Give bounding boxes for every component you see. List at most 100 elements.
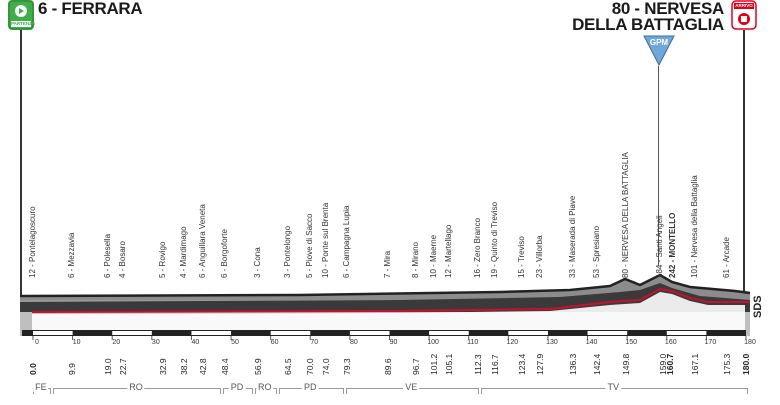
km-label: 19.0 (103, 358, 114, 375)
scale-tick-label: 150 (625, 339, 637, 346)
province-label: RO (255, 382, 274, 392)
province-label: VE (403, 382, 420, 392)
waypoint-label: 23 - Villorba (534, 235, 544, 278)
scale-tick-label: 80 (349, 339, 358, 346)
km-label: 64.5 (283, 358, 294, 375)
gpm-line (658, 66, 659, 266)
km-label: 42.8 (197, 358, 208, 375)
km-scale-segments (33, 331, 707, 335)
km-label: 123.4 (516, 353, 527, 375)
km-label: 105.1 (444, 353, 455, 375)
gpm-triangle-icon (643, 35, 675, 67)
km-label: 0.0 (28, 363, 38, 375)
scale-tick-label: 170 (704, 339, 717, 346)
profile-dark-band (20, 283, 750, 312)
waypoint-label: 6 - Anguillara Veneta (197, 204, 207, 278)
province-label: TV (605, 382, 622, 392)
sds-label: SDS (752, 295, 764, 318)
scale-segment (508, 331, 548, 335)
km-label: 38.2 (179, 358, 190, 375)
waypoint-label: 5 - Piove di Sacco (305, 213, 315, 278)
km-label: 48.4 (219, 358, 230, 375)
waypoint-label: 33 - Maserada di Piave (567, 195, 577, 278)
road-line (31, 287, 750, 313)
gpm-label: GPM (649, 38, 669, 47)
waypoint-label: 10 - Maerne (428, 234, 438, 278)
scale-tick-label: 140 (585, 339, 598, 346)
scale-segment (429, 331, 469, 335)
profile-ridge (19, 273, 751, 298)
km-label: 116.7 (490, 354, 501, 375)
km-label: 22.7 (117, 358, 128, 375)
start-badge: PARTENZA (8, 0, 36, 30)
gpm-marker: GPM (643, 35, 675, 67)
scale-tick-label: 50 (231, 339, 239, 346)
finish-badge: ARRIVO (731, 0, 757, 30)
waypoint-label: 61 - Arcade (722, 237, 732, 278)
waypoint-label: 16 - Zero Branco (472, 217, 482, 278)
finish-town-line2: DELLA BATTAGLIA (572, 15, 724, 34)
km-label: 89.6 (382, 358, 393, 375)
scale-segment (587, 331, 628, 335)
waypoint-label: 15 - Treviso (516, 236, 526, 278)
km-label: 180.0 (741, 353, 751, 375)
finish-icon (731, 0, 757, 30)
profile-top (20, 275, 750, 300)
km-label: 70.0 (305, 358, 316, 375)
waypoint-label: 5 - Rovigo (158, 241, 168, 278)
km-label: 79.3 (342, 358, 353, 375)
scale-tick-label: 40 (191, 339, 200, 346)
scale-tick-label: 0 (35, 339, 39, 346)
start-icon (8, 0, 34, 30)
profile-lower (32, 292, 745, 336)
km-label: 101.2 (428, 353, 439, 375)
km-label: 167.1 (689, 353, 700, 375)
waypoint-label: 242 - MONTELLO (667, 212, 677, 278)
province-label: FE (33, 382, 49, 392)
scale-tick-label: 30 (151, 339, 160, 346)
waypoint-label: 4 - Mardimago (179, 226, 189, 278)
waypoint-label: 101 - Nervesa della Battaglia (689, 175, 699, 278)
km-label: 127.9 (534, 353, 545, 375)
waypoint-label: 6 - Campagna Lupia (342, 205, 352, 279)
waypoint-label: 12 - Martellago (444, 224, 454, 278)
waypoint-label: 12 - Pontelagoscuro (28, 206, 37, 278)
waypoint-label: 10 - Ponte sul Brenta (321, 202, 331, 278)
km-label: 160.7 (664, 353, 675, 375)
waypoint-label: 6 - Mezzavia (67, 232, 77, 278)
km-label: 32.9 (158, 358, 169, 375)
scale-tick-label: 180 (744, 339, 756, 346)
scale-tick-label: 70 (310, 339, 319, 346)
scale-tick-label: 20 (112, 339, 121, 346)
km-label: 96.7 (411, 358, 422, 375)
km-label: 175.3 (722, 353, 733, 375)
start-line (20, 30, 22, 298)
waypoint-label: 80 - NERVESA DELLA BATTAGLIA (621, 152, 631, 278)
scale-tick-label: 120 (506, 339, 519, 346)
scale-segment (33, 331, 73, 335)
scale-segment (666, 331, 707, 335)
km-label: 74.0 (321, 358, 332, 375)
scale-tick-label: 160 (664, 339, 677, 346)
province-label: RO (127, 382, 145, 392)
scale-segment (191, 331, 232, 335)
start-badge-label: PARTENZA (11, 21, 36, 26)
waypoint-label: 3 - Pontelongo (283, 225, 293, 278)
waypoint-label: 184 - Santi Angeli (654, 215, 664, 278)
scale-tick-label: 130 (546, 339, 558, 346)
km-scale-ticks (32, 336, 747, 340)
scale-segment (270, 331, 311, 335)
waypoint-label: 7 - Mira (382, 250, 392, 278)
province-label: PD (228, 382, 246, 392)
waypoint-label: 4 - Bosaro (117, 241, 127, 278)
waypoint-label: 19 - Quinto di Treviso (490, 201, 500, 278)
km-label: 136.3 (567, 353, 578, 375)
finish-badge-label: ARRIVO (735, 3, 753, 8)
finish-line (743, 30, 745, 292)
scale-tick-label: 10 (72, 339, 81, 346)
waypoint-label: 53 - Spresiano (592, 225, 602, 278)
province-label: PD (302, 382, 319, 392)
km-label: 112.3 (472, 354, 483, 375)
finish-town-line1: 80 - NERVESA (611, 0, 725, 18)
